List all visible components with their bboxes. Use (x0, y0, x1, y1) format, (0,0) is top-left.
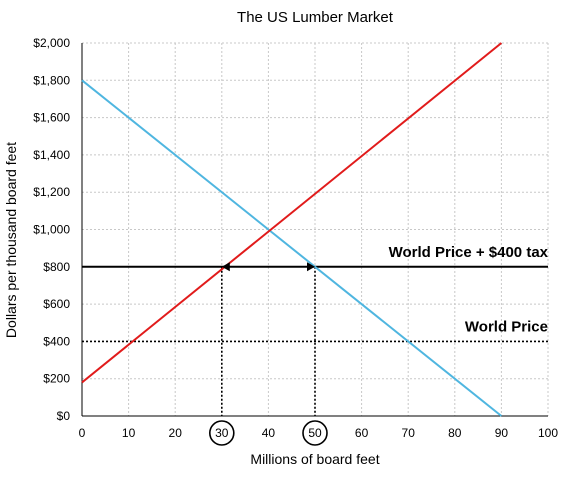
x-tick-label: 70 (402, 426, 416, 440)
y-tick-label: $1,200 (33, 185, 70, 199)
y-tick-label: $200 (43, 372, 70, 386)
tick-labels: 0 10 20 30 40 50 60 70 80 90 100 $0 $200 $400 $600 $800… (33, 36, 558, 446)
x-tick-label: 0 (79, 426, 86, 440)
x-tick-label: 100 (538, 426, 558, 440)
y-tick-label: $1,400 (33, 148, 70, 162)
arrowhead (307, 262, 315, 272)
annotations: World Price + $400 tax World Price (221, 244, 549, 335)
x-tick-label: 30 (215, 426, 229, 440)
y-tick-label: $1,600 (33, 111, 70, 125)
x-tick-label: 20 (169, 426, 183, 440)
y-tick-label: $0 (57, 409, 71, 423)
supply-line (81, 42, 503, 384)
demand-line (81, 79, 503, 417)
x-tick-label: 40 (262, 426, 276, 440)
guides (82, 265, 548, 416)
x-tick-circle (209, 420, 235, 446)
chart-title: The US Lumber Market (237, 9, 394, 26)
x-tick-label: 10 (122, 426, 136, 440)
x-tick-label: 50 (308, 426, 322, 440)
x-tick-label: 80 (448, 426, 462, 440)
price-line-label: World Price + $400 tax (389, 244, 549, 261)
y-tick-label: $2,000 (33, 36, 70, 50)
y-tick-label: $1,800 (33, 73, 70, 87)
y-tick-label: $1,000 (33, 223, 70, 237)
x-tick-label: 60 (355, 426, 369, 440)
y-axis-label: Dollars per thousand board feet (3, 142, 19, 338)
x-tick-label: 90 (495, 426, 509, 440)
y-tick-label: $400 (43, 334, 70, 348)
arrowhead (221, 262, 230, 272)
y-tick-label: $800 (43, 260, 70, 274)
x-tick-circle (302, 420, 328, 446)
x-axis-label: Millions of board feet (250, 451, 379, 467)
price-line-label: World Price (465, 318, 548, 335)
y-tick-label: $600 (43, 297, 70, 311)
series (81, 42, 503, 417)
